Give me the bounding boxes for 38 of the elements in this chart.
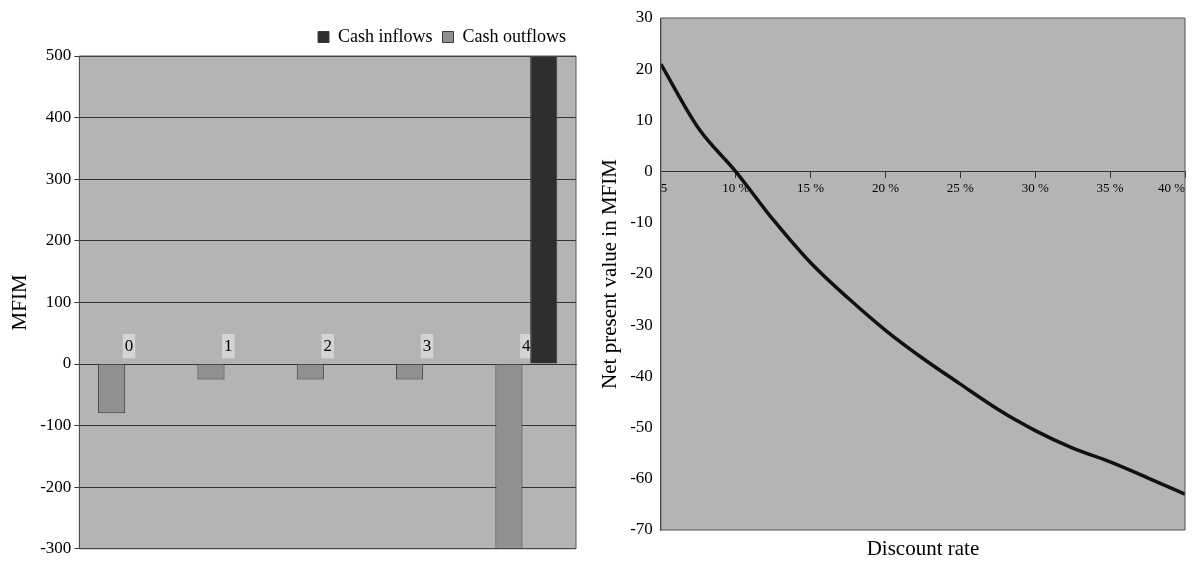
y-tick-label: 20 (635, 58, 653, 78)
legend-label: Cash inflows (338, 25, 433, 46)
y-tick-label: -40 (630, 365, 653, 385)
y-tick-label: -10 (630, 212, 653, 232)
y-tick-label: -20 (630, 263, 653, 283)
x-tick-label: 40 % (1157, 179, 1186, 195)
x-tick-label: 3 (422, 335, 432, 355)
y-axis-title: Net present value in MFIM (597, 158, 622, 389)
y-tick-label: -30 (630, 314, 653, 334)
y-tick-label: -60 (630, 468, 653, 488)
x-tick-label: 15 % (797, 179, 825, 195)
x-tick-label: 30 % (1021, 179, 1049, 195)
line-series (660, 62, 1185, 496)
y-tick-label: 100 (45, 291, 72, 311)
y-tick-label: 0 (62, 353, 72, 373)
y-tick-label: 30 (635, 7, 653, 27)
y-tick-label: -50 (630, 417, 653, 437)
y-tick-label: -70 (630, 519, 653, 539)
x-tick-label: 20 % (871, 179, 900, 195)
y-tick-label: 0 (644, 161, 653, 181)
y-tick-label: 400 (45, 107, 72, 127)
x-tick-label: 35 % (1096, 179, 1124, 195)
y-tick-label: 500 (45, 45, 72, 65)
x-tick-label: 5 (660, 179, 668, 195)
legend-label: Cash outflows (462, 25, 566, 46)
y-tick-label: 200 (45, 230, 72, 250)
y-tick-label: 300 (45, 168, 72, 188)
x-tick-label: 0 (124, 335, 134, 355)
y-axis-title: MFIM (7, 274, 32, 331)
x-tick-label: 4 (522, 335, 532, 355)
y-tick-label: -100 (40, 415, 72, 435)
y-tick-label: -200 (40, 476, 72, 496)
y-tick-label: 10 (635, 109, 653, 129)
x-tick-label: 1 (224, 335, 233, 355)
y-tick-label: -300 (40, 538, 72, 558)
x-axis-title: Discount rate (866, 536, 980, 561)
x-tick-label: 2 (323, 335, 332, 355)
x-tick-label: 25 % (946, 179, 975, 195)
